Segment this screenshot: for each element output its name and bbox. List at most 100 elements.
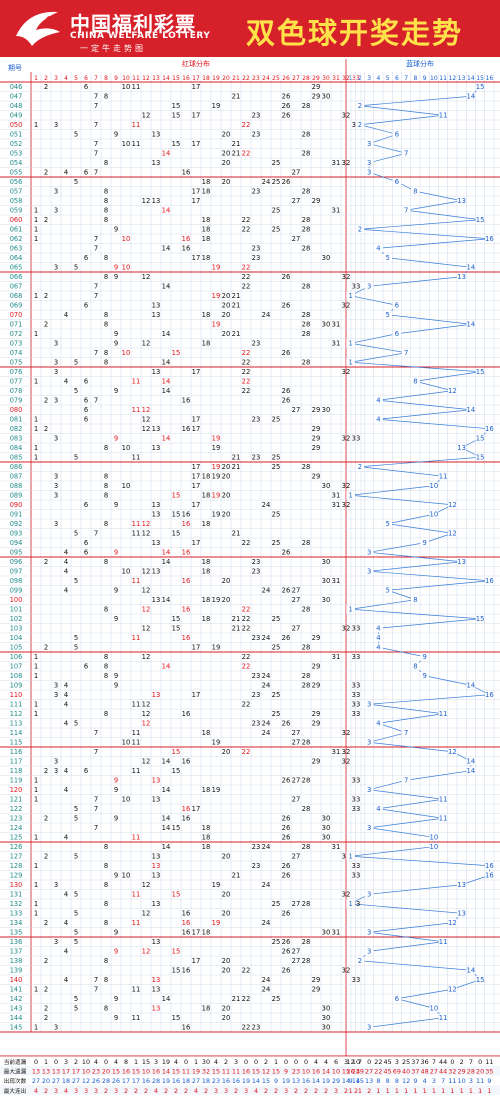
stats-red-value: 19 bbox=[242, 1077, 250, 1085]
red-ball-mark: 2 bbox=[44, 1005, 48, 1013]
blue-ball-bg bbox=[392, 994, 402, 1003]
stats-blue-value: 9 bbox=[413, 1077, 417, 1085]
stats-blue-value: 44 bbox=[439, 1068, 447, 1076]
red-ball-mark: 16 bbox=[182, 606, 191, 614]
red-ball-mark: 8 bbox=[104, 843, 108, 851]
period-cell: 113 bbox=[10, 720, 23, 728]
red-ball-mark: 19 bbox=[212, 435, 221, 443]
red-ball-mark: 13 bbox=[152, 976, 161, 984]
red-ball-mark: 32 bbox=[342, 435, 351, 443]
red-ball-mark: 26 bbox=[282, 93, 291, 101]
red-ball-mark: 4 bbox=[64, 720, 68, 728]
red-ball-mark: 8 bbox=[104, 710, 108, 718]
red-ball-mark: 29 bbox=[312, 93, 321, 101]
red-ball-mark: 6 bbox=[84, 83, 88, 91]
stats-label: 出现次数 bbox=[4, 1077, 27, 1085]
red-ball-mark: 11 bbox=[132, 729, 141, 737]
red-ball-mark: 31 bbox=[332, 492, 341, 500]
stats-red-value: 0 bbox=[294, 1058, 298, 1066]
stats-red-value: 2 bbox=[204, 1087, 208, 1095]
red-ball-mark: 32 bbox=[342, 891, 351, 899]
red-ball-mark: 30 bbox=[322, 577, 331, 585]
red-ball-mark: 1 bbox=[34, 653, 38, 661]
red-ball-mark: 3 bbox=[54, 938, 58, 946]
red-ball-mark: 1 bbox=[34, 777, 38, 785]
period-cell: 052 bbox=[10, 140, 23, 148]
stats-blue-value: 0 bbox=[478, 1058, 482, 1066]
red-ball-mark: 20 bbox=[222, 1014, 231, 1022]
red-ball-mark: 16 bbox=[182, 1024, 191, 1032]
blue-ball-mark: 14 bbox=[467, 967, 476, 975]
red-ball-mark: 10 bbox=[122, 349, 131, 357]
red-ball-mark: 18 bbox=[202, 834, 211, 842]
red-ball-mark: 23 bbox=[252, 1024, 261, 1032]
red-ball-mark: 1 bbox=[34, 216, 38, 224]
blue-ball-bg bbox=[373, 719, 383, 728]
red-ball-mark: 20 bbox=[222, 910, 231, 918]
blue-ball-bg bbox=[373, 415, 383, 424]
blue-column-label: 12 bbox=[449, 75, 457, 82]
red-ball-mark: 18 bbox=[202, 311, 211, 319]
red-ball-mark: 20 bbox=[222, 492, 231, 500]
blue-ball-bg bbox=[346, 339, 356, 348]
stats-red-value: 13 bbox=[292, 1077, 300, 1085]
red-ball-mark: 19 bbox=[212, 102, 221, 110]
blue-ball-mark: 10 bbox=[430, 834, 439, 842]
stats-red-value: 16 bbox=[222, 1077, 230, 1085]
stats-row-bg bbox=[0, 1056, 500, 1066]
red-ball-mark: 4 bbox=[64, 786, 68, 794]
blue-ball-mark: 6 bbox=[395, 302, 399, 310]
stats-red-value: 3 bbox=[74, 1087, 78, 1095]
red-ball-mark: 33 bbox=[352, 900, 361, 908]
red-ball-mark: 9 bbox=[114, 948, 118, 956]
stats-red-value: 2 bbox=[124, 1087, 128, 1095]
red-ball-mark: 5 bbox=[74, 359, 78, 367]
red-ball-mark: 1 bbox=[34, 226, 38, 234]
stats-red-value: 2 bbox=[274, 1087, 278, 1095]
blue-ball-bg bbox=[429, 481, 439, 490]
blue-ball-bg bbox=[466, 681, 476, 690]
blue-ball-bg bbox=[364, 823, 374, 832]
blue-ball-mark: 3 bbox=[367, 929, 371, 937]
blue-ball-bg bbox=[466, 320, 476, 329]
blue-ball-mark: 3 bbox=[367, 549, 371, 557]
red-ball-mark: 2 bbox=[44, 767, 48, 775]
page-header: 中国福利彩票 CHINA WELFARE LOTTERY 一定牛走势图 双色球开… bbox=[0, 0, 500, 57]
blue-ball-mark: 3 bbox=[367, 786, 371, 794]
period-cell: 139 bbox=[10, 967, 23, 975]
red-ball-mark: 5 bbox=[74, 178, 78, 186]
blue-ball-bg bbox=[447, 529, 457, 538]
red-ball-mark: 1 bbox=[34, 416, 38, 424]
red-ball-mark: 13 bbox=[152, 1005, 161, 1013]
red-ball-mark: 24 bbox=[262, 720, 271, 728]
blue-ball-mark: 1 bbox=[348, 900, 352, 908]
blue-ball-bg bbox=[355, 101, 365, 110]
stats-red-value: 23 bbox=[92, 1068, 100, 1076]
red-ball-mark: 12 bbox=[142, 425, 151, 433]
red-ball-mark: 21 bbox=[232, 454, 241, 462]
red-ball-mark: 6 bbox=[84, 406, 88, 414]
period-cell: 125 bbox=[10, 834, 23, 842]
period-cell: 136 bbox=[10, 938, 23, 946]
period-cell: 072 bbox=[10, 330, 23, 338]
red-ball-mark: 5 bbox=[74, 805, 78, 813]
red-ball-mark: 21 bbox=[232, 872, 241, 880]
blue-ball-mark: 14 bbox=[467, 264, 476, 272]
stats-blue-value: 3 bbox=[469, 1077, 473, 1085]
red-ball-mark: 28 bbox=[302, 321, 311, 329]
red-ball-mark: 5 bbox=[74, 910, 78, 918]
stats-red-value: 10 bbox=[82, 1068, 90, 1076]
red-ball-mark: 9 bbox=[114, 872, 118, 880]
blue-ball-bg bbox=[346, 358, 356, 367]
blue-ball-mark: 4 bbox=[376, 720, 380, 728]
period-cell: 129 bbox=[10, 872, 23, 880]
blue-ball-bg bbox=[466, 263, 476, 272]
blue-ball-mark: 14 bbox=[467, 93, 476, 101]
red-ball-mark: 27 bbox=[292, 957, 301, 965]
stats-red-value: 12 bbox=[82, 1077, 90, 1085]
blue-ball-bg bbox=[457, 443, 467, 452]
red-ball-mark: 31 bbox=[332, 321, 341, 329]
red-ball-mark: 27 bbox=[292, 406, 301, 414]
blue-ball-bg bbox=[364, 158, 374, 167]
red-ball-mark: 23 bbox=[252, 254, 261, 262]
